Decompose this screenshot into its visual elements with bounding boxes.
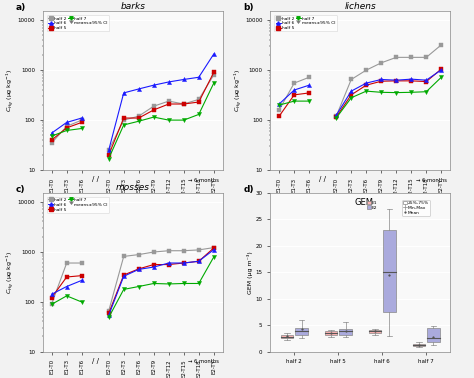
Bar [427, 328, 439, 342]
Legend: half 2, half 6, half 5, half 7, means±95% CI: half 2, half 6, half 5, half 7, means±95… [46, 197, 109, 213]
Text: a): a) [16, 3, 26, 12]
Y-axis label: $C_{Hg}$ (μg kg$^{-1}$): $C_{Hg}$ (μg kg$^{-1}$) [5, 69, 16, 112]
Legend: half 2, half 6, half 5, half 7, means±95% CI: half 2, half 6, half 5, half 7, means±95… [274, 15, 337, 31]
Legend: 25%-75%, Min-Max, Mean: 25%-75%, Min-Max, Mean [402, 200, 430, 216]
Y-axis label: $C_{Hg}$ (μg kg$^{-1}$): $C_{Hg}$ (μg kg$^{-1}$) [232, 69, 244, 112]
Text: c): c) [16, 185, 25, 194]
Bar [369, 330, 381, 333]
Y-axis label: $C_{Hg}$ (μg kg$^{-1}$): $C_{Hg}$ (μg kg$^{-1}$) [5, 251, 16, 294]
Text: → 6 months: → 6 months [188, 359, 219, 364]
Text: d): d) [243, 185, 254, 194]
Title: mosses: mosses [116, 183, 150, 192]
Text: / /: / / [319, 177, 326, 183]
Bar [339, 329, 352, 335]
Title: barks: barks [120, 2, 145, 11]
Bar [295, 328, 308, 335]
Text: / /: / / [91, 177, 99, 183]
Bar [413, 344, 425, 346]
Bar [383, 230, 396, 312]
Text: → 6 months: → 6 months [188, 178, 219, 183]
Y-axis label: GEM (μg m⁻³): GEM (μg m⁻³) [247, 251, 253, 294]
Text: → 6 months: → 6 months [416, 178, 447, 183]
Bar [281, 335, 293, 338]
Text: b): b) [243, 3, 254, 12]
Legend: half 2, half 6, half 5, half 7, means±95% CI: half 2, half 6, half 5, half 7, means±95… [46, 15, 109, 31]
Text: GEM: GEM [355, 198, 374, 206]
Text: / /: / / [91, 358, 99, 364]
Bar [325, 332, 337, 335]
Title: lichens: lichens [345, 2, 376, 11]
